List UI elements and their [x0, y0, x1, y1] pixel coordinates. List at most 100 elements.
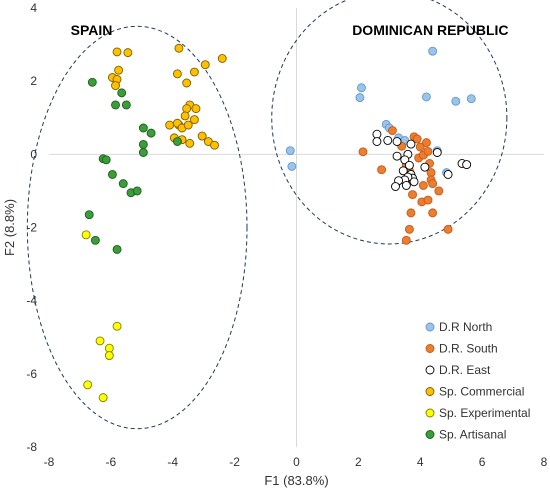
point-d-r-south: [401, 235, 411, 245]
point-d-r-north: [466, 94, 476, 104]
region-label-dominican-republic: DOMINICAN REPUBLIC: [352, 22, 508, 38]
point-sp-experimental: [81, 230, 91, 240]
point-d-r-north: [428, 46, 438, 56]
point-d-r-east: [372, 129, 382, 139]
legend-marker-d-r-north: [425, 322, 435, 332]
y-tick-label: 4: [30, 1, 37, 15]
point-d-r-south: [387, 126, 397, 136]
point-sp-commercial: [112, 47, 122, 57]
x-axis-title: F1 (83.8%): [264, 473, 328, 488]
point-sp-commercial: [189, 67, 199, 77]
legend-marker-sp-artisanal: [425, 430, 435, 439]
x-tick-label: -6: [106, 455, 117, 469]
point-d-r-south: [423, 146, 433, 156]
legend-marker-sp-commercial: [425, 387, 435, 396]
x-tick-label: 2: [355, 455, 362, 469]
y-axis-title: F2 (8.8%): [2, 199, 17, 256]
point-sp-artisanal: [101, 155, 111, 165]
point-d-r-east: [392, 137, 402, 146]
region-labels: SPAIN DOMINICAN REPUBLIC: [71, 22, 509, 38]
point-sp-artisanal: [146, 128, 156, 138]
point-sp-artisanal: [111, 100, 120, 110]
point-d-r-east: [406, 139, 416, 149]
legend-label-d-r-east: D.R. East: [439, 363, 491, 377]
point-sp-commercial: [210, 140, 219, 150]
legend-label-sp-experimental: Sp. Experimental: [439, 406, 530, 420]
point-d-r-south: [358, 147, 368, 157]
point-sp-commercial: [165, 120, 175, 130]
point-sp-experimental: [112, 321, 122, 331]
point-d-r-east: [392, 151, 402, 161]
point-d-r-north: [357, 83, 366, 93]
point-sp-experimental: [98, 393, 108, 403]
point-d-r-east: [383, 135, 393, 145]
point-sp-artisanal: [118, 179, 128, 189]
legend-label-sp-commercial: Sp. Commercial: [439, 385, 524, 399]
y-tick-label: 2: [30, 74, 37, 88]
point-sp-artisanal: [138, 148, 148, 157]
legend-marker-sp-experimental: [425, 408, 435, 418]
x-tick-label: 0: [293, 455, 300, 469]
point-d-r-east: [432, 148, 442, 157]
point-sp-experimental: [104, 351, 114, 360]
x-tick-label: -4: [167, 455, 178, 469]
point-sp-commercial: [183, 120, 193, 130]
legend-label-sp-artisanal: Sp. Artisanal: [439, 428, 506, 442]
point-sp-commercial: [191, 104, 201, 114]
point-sp-commercial: [123, 48, 133, 58]
point-sp-artisanal: [132, 186, 142, 196]
point-sp-artisanal: [90, 235, 100, 245]
point-sp-artisanal: [138, 140, 148, 149]
point-sp-commercial: [174, 43, 184, 53]
point-d-r-south: [423, 195, 433, 205]
point-d-r-east: [398, 166, 408, 176]
region-label-spain: SPAIN: [71, 22, 113, 38]
point-sp-commercial: [189, 115, 199, 125]
point-sp-artisanal: [112, 244, 122, 254]
point-d-r-south: [443, 224, 453, 234]
point-d-r-south: [406, 208, 416, 218]
point-d-r-south: [421, 138, 431, 148]
point-sp-commercial: [172, 69, 182, 79]
point-d-r-east: [372, 137, 382, 146]
point-d-r-south: [404, 224, 414, 234]
point-d-r-east: [462, 160, 472, 170]
y-tick-label: -6: [26, 367, 37, 381]
point-d-r-east: [401, 180, 411, 190]
y-tick-label: 0: [30, 147, 37, 161]
point-sp-experimental: [104, 343, 114, 353]
point-d-r-south: [434, 186, 444, 196]
point-d-r-north: [451, 96, 461, 106]
group-ellipse: [271, 0, 508, 245]
point-sp-commercial: [217, 54, 227, 63]
point-d-r-east: [409, 177, 419, 187]
point-sp-artisanal: [107, 170, 117, 179]
x-tick-label: -2: [229, 455, 240, 469]
point-sp-commercial: [197, 131, 207, 141]
point-sp-artisanal: [117, 88, 127, 98]
data-points: [81, 43, 476, 403]
point-sp-commercial: [180, 111, 190, 121]
x-tick-label: 4: [417, 455, 424, 469]
point-sp-artisanal: [172, 137, 182, 146]
point-d-r-south: [377, 165, 387, 175]
x-tick-label: 6: [479, 455, 486, 469]
x-tick-label: 8: [541, 455, 548, 469]
point-d-r-south: [428, 208, 438, 218]
point-d-r-east: [404, 160, 414, 170]
point-d-r-north: [287, 161, 297, 171]
point-d-r-south: [412, 134, 422, 144]
point-sp-commercial: [111, 81, 120, 91]
point-sp-artisanal: [87, 77, 97, 87]
legend-marker-d-r-south: [425, 344, 435, 353]
point-sp-commercial: [114, 65, 124, 75]
point-d-r-north: [355, 93, 365, 103]
point-sp-commercial: [182, 104, 192, 114]
legend-label-d-r-south: D.R. South: [439, 342, 498, 356]
point-d-r-east: [391, 182, 400, 191]
point-sp-artisanal: [84, 210, 94, 220]
point-sp-commercial: [182, 78, 192, 88]
y-tick-label: -2: [26, 221, 37, 235]
